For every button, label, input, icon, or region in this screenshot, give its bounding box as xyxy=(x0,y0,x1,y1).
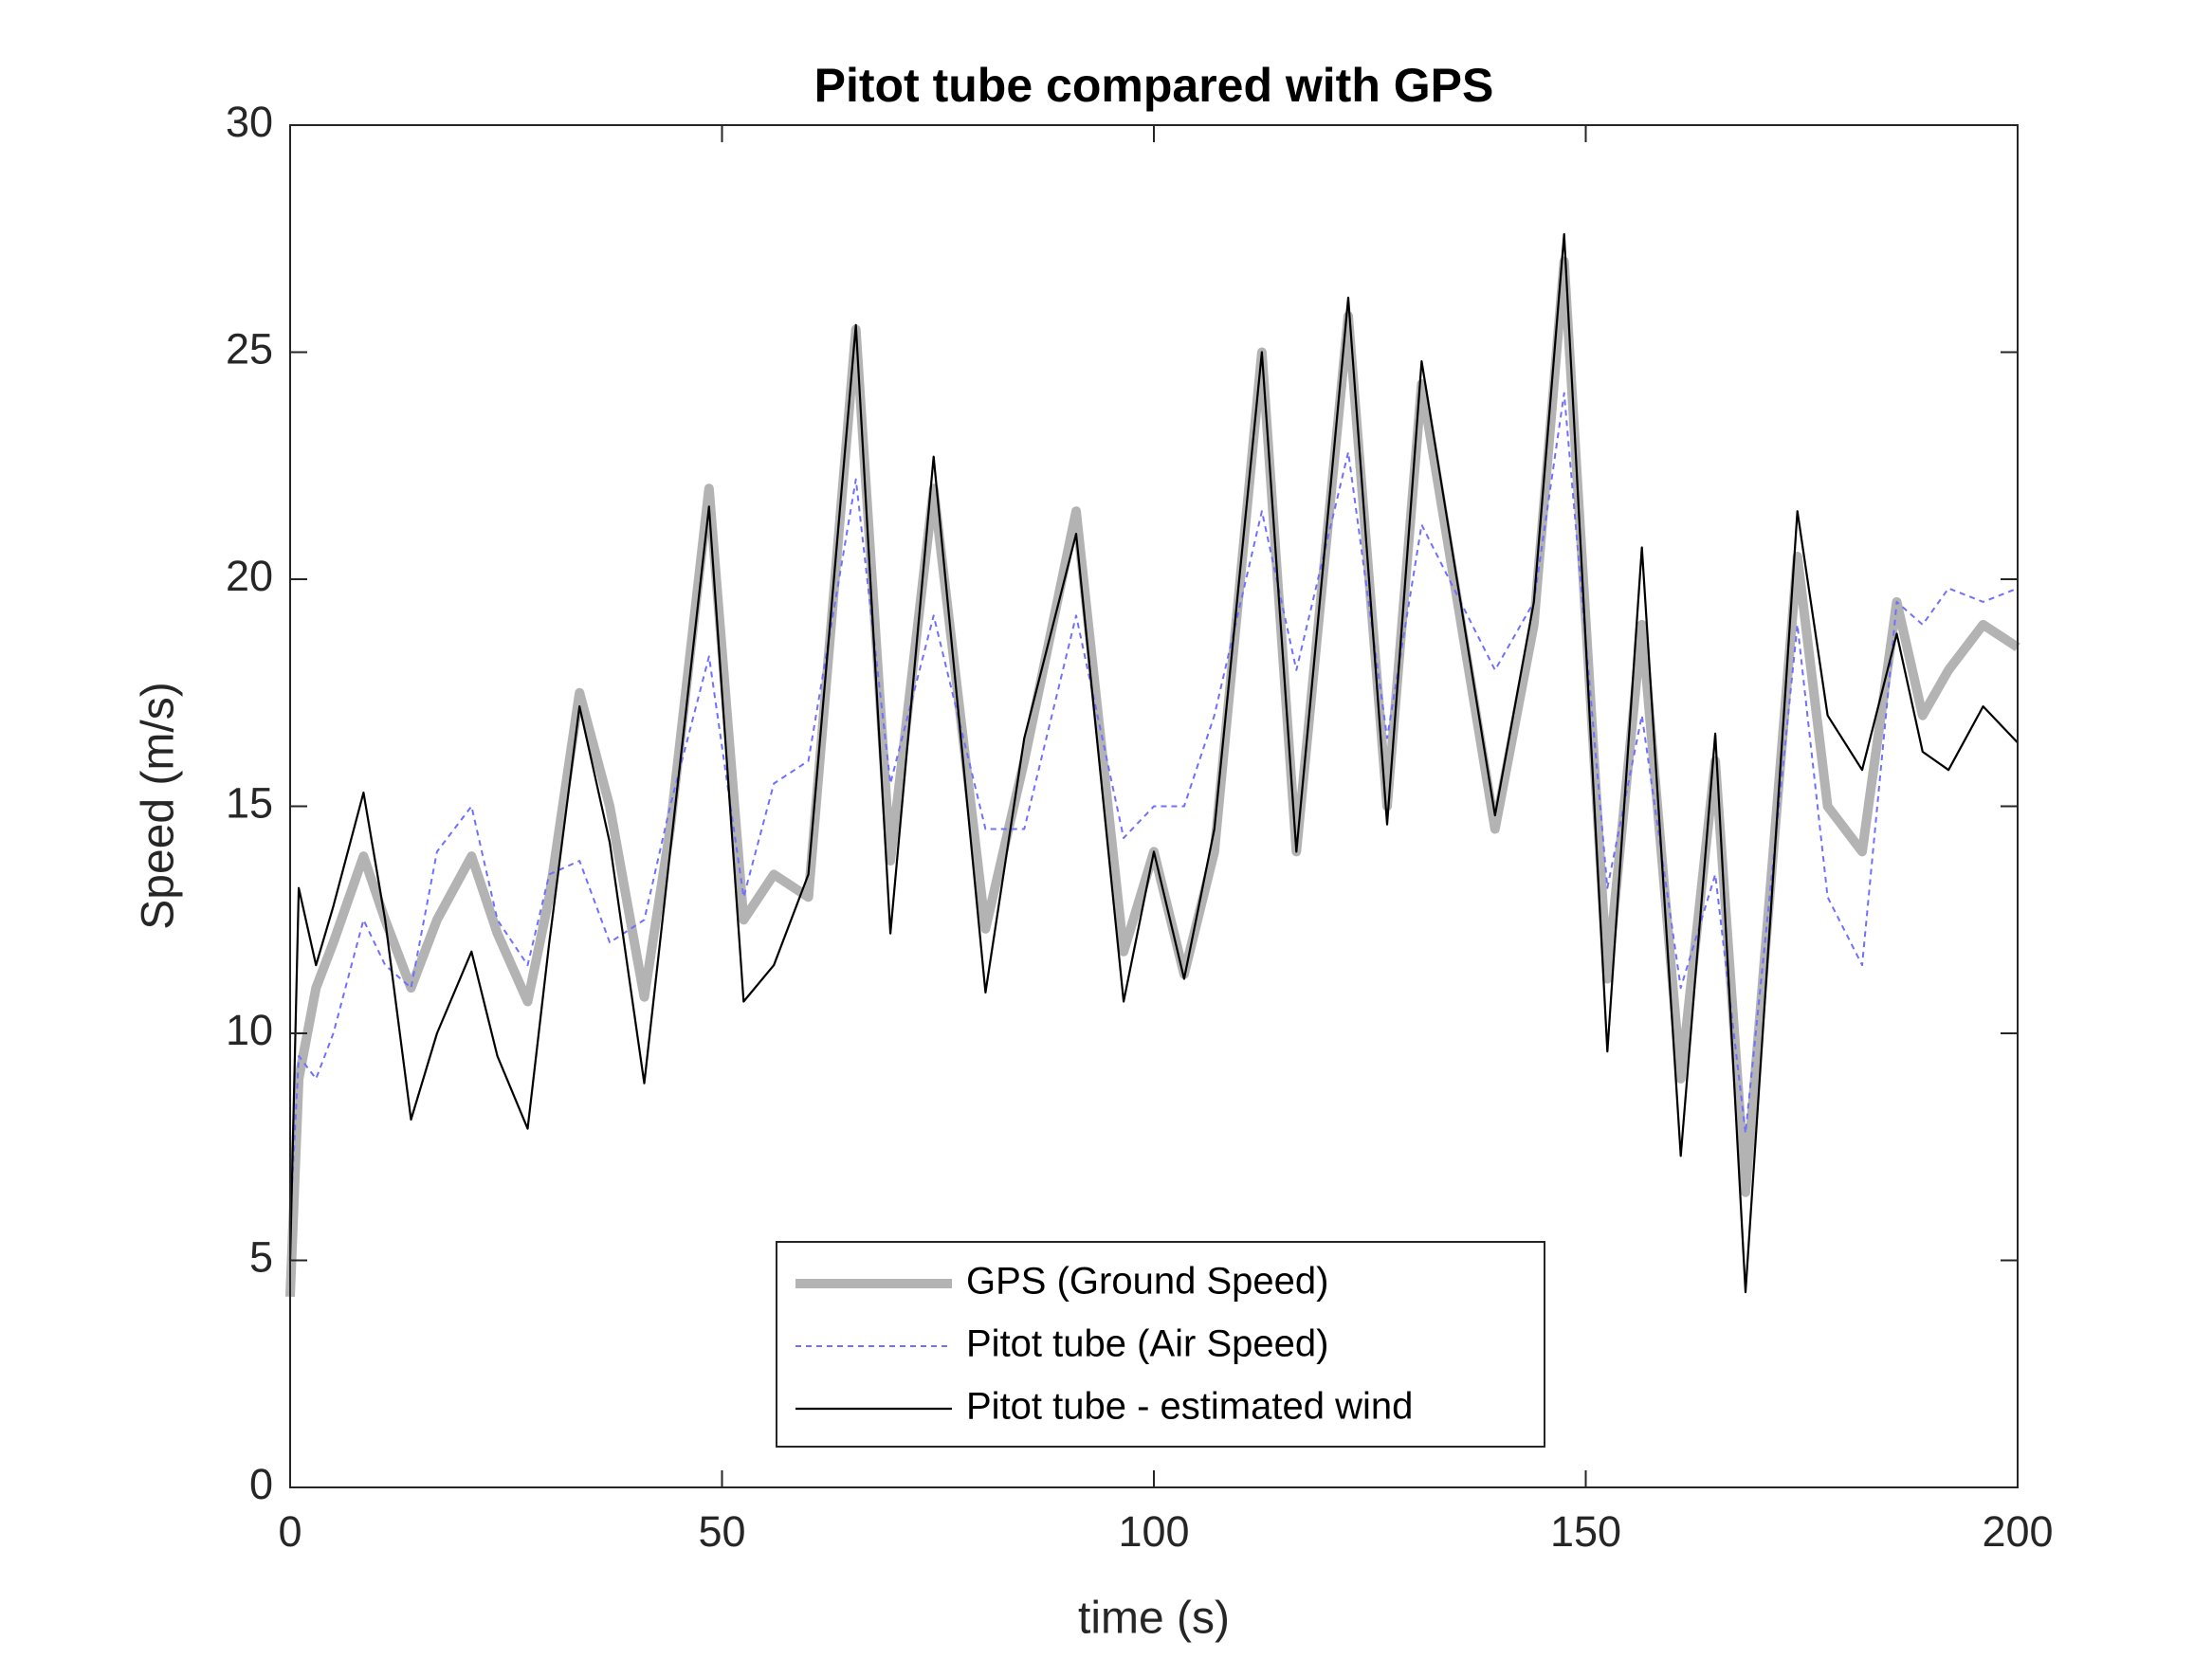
y-tick-label: 25 xyxy=(226,324,273,373)
x-axis-label: time (s) xyxy=(1078,1594,1230,1644)
y-axis-label: Speed (m/s) xyxy=(134,682,184,929)
y-tick-label: 15 xyxy=(226,778,273,827)
legend-label: GPS (Ground Speed) xyxy=(966,1261,1328,1303)
series-line xyxy=(288,232,2019,1294)
y-tick-label: 5 xyxy=(249,1232,273,1281)
x-tick-label: 0 xyxy=(278,1507,302,1556)
x-tick-label: 200 xyxy=(1982,1507,2053,1556)
plot-lines xyxy=(285,232,2020,1297)
legend-label: Pitot tube - estimated wind xyxy=(966,1386,1413,1428)
legend-box xyxy=(776,1241,1545,1448)
chart-title: Pitot tube compared with GPS xyxy=(814,59,1494,112)
x-tick-label: 50 xyxy=(698,1507,745,1556)
y-tick-label: 30 xyxy=(226,98,273,146)
x-tick-label: 150 xyxy=(1550,1507,1621,1556)
y-tick-label: 10 xyxy=(226,1006,273,1054)
legend-label: Pitot tube (Air Speed) xyxy=(966,1323,1328,1365)
series-line xyxy=(289,392,2019,1225)
x-tick-label: 100 xyxy=(1118,1507,1189,1556)
y-tick-label: 20 xyxy=(226,552,273,600)
y-tick-label: 0 xyxy=(249,1460,273,1508)
